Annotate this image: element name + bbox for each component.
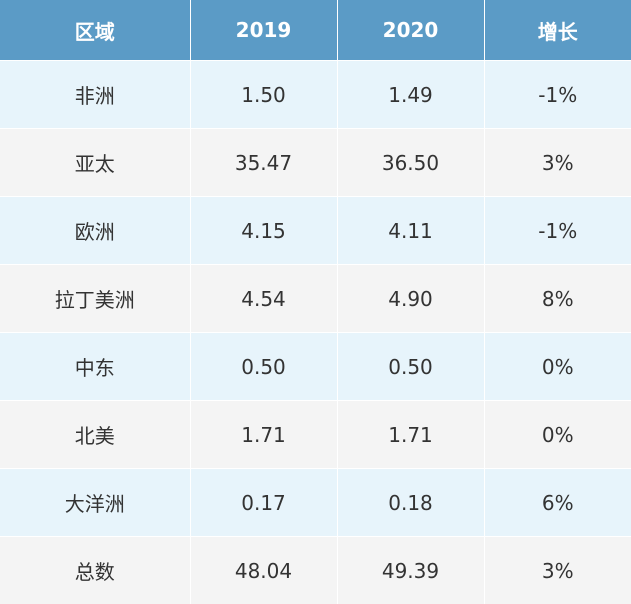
table-header-row: 区域 2019 2020 增长 [0, 0, 631, 61]
cell-growth: -1% [484, 197, 631, 265]
cell-growth: 0% [484, 401, 631, 469]
cell-region: 欧洲 [0, 197, 190, 265]
header-region: 区域 [0, 0, 190, 61]
cell-2020: 1.49 [337, 61, 484, 129]
cell-region: 非洲 [0, 61, 190, 129]
table-row: 欧洲 4.15 4.11 -1% [0, 197, 631, 265]
cell-2019: 4.15 [190, 197, 337, 265]
cell-2020: 0.50 [337, 333, 484, 401]
cell-2019: 0.50 [190, 333, 337, 401]
cell-growth: 3% [484, 537, 631, 604]
cell-2019: 35.47 [190, 129, 337, 197]
cell-2020: 49.39 [337, 537, 484, 604]
header-growth: 增长 [484, 0, 631, 61]
table-row: 中东 0.50 0.50 0% [0, 333, 631, 401]
cell-2019: 1.50 [190, 61, 337, 129]
cell-region: 亚太 [0, 129, 190, 197]
cell-2020: 1.71 [337, 401, 484, 469]
cell-region: 总数 [0, 537, 190, 604]
header-2019: 2019 [190, 0, 337, 61]
cell-region: 拉丁美洲 [0, 265, 190, 333]
cell-growth: 0% [484, 333, 631, 401]
cell-2019: 0.17 [190, 469, 337, 537]
table-row-total: 总数 48.04 49.39 3% [0, 537, 631, 604]
table-row: 拉丁美洲 4.54 4.90 8% [0, 265, 631, 333]
cell-2020: 4.11 [337, 197, 484, 265]
table-row: 亚太 35.47 36.50 3% [0, 129, 631, 197]
cell-2020: 4.90 [337, 265, 484, 333]
table-row: 大洋洲 0.17 0.18 6% [0, 469, 631, 537]
cell-2019: 1.71 [190, 401, 337, 469]
cell-2020: 0.18 [337, 469, 484, 537]
cell-growth: 8% [484, 265, 631, 333]
table-row: 非洲 1.50 1.49 -1% [0, 61, 631, 129]
header-2020: 2020 [337, 0, 484, 61]
cell-2019: 4.54 [190, 265, 337, 333]
table-row: 北美 1.71 1.71 0% [0, 401, 631, 469]
cell-region: 大洋洲 [0, 469, 190, 537]
cell-growth: -1% [484, 61, 631, 129]
cell-region: 北美 [0, 401, 190, 469]
cell-2019: 48.04 [190, 537, 337, 604]
cell-growth: 6% [484, 469, 631, 537]
cell-region: 中东 [0, 333, 190, 401]
cell-2020: 36.50 [337, 129, 484, 197]
cell-growth: 3% [484, 129, 631, 197]
